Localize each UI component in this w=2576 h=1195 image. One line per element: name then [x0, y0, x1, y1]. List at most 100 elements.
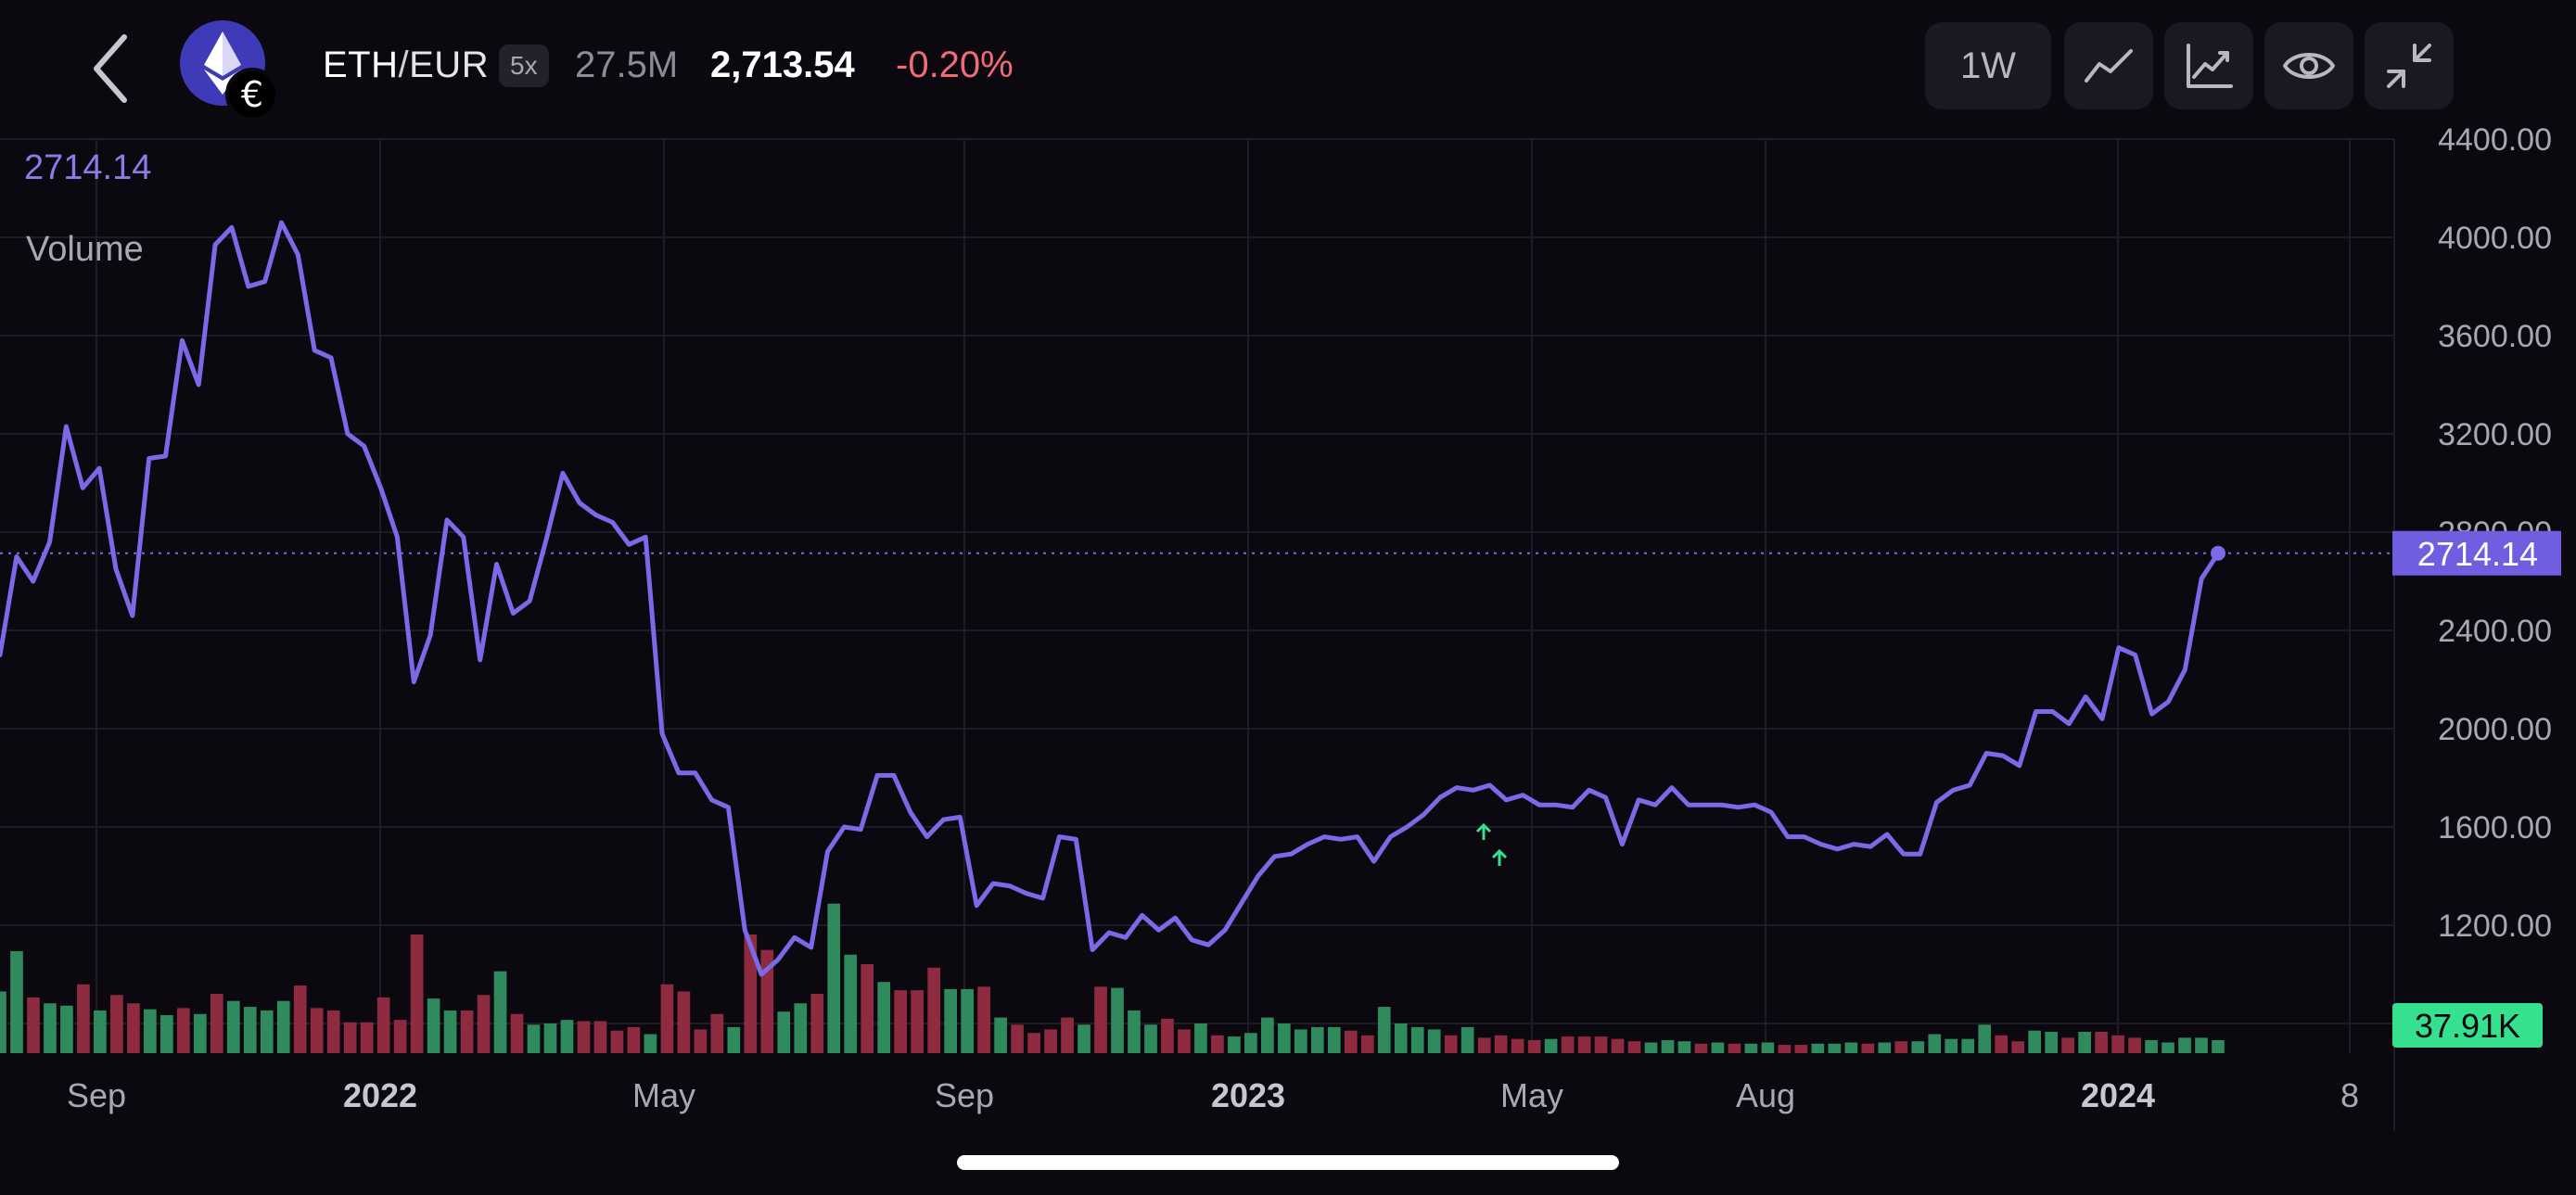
volume-bar	[144, 1009, 157, 1053]
volume-bar	[1394, 1023, 1408, 1053]
pair-quote: EUR	[409, 44, 490, 85]
volume-bar	[1061, 1017, 1074, 1053]
volume-bar	[0, 991, 6, 1053]
volume-bar	[1644, 1042, 1658, 1053]
volume-bar	[2011, 1041, 2025, 1053]
volume-bar	[2212, 1039, 2225, 1053]
volume-bars	[0, 903, 2225, 1053]
volume-bar	[460, 1010, 474, 1053]
volume-bar	[694, 1029, 708, 1053]
volume-bar	[226, 1000, 240, 1053]
volume-bar	[1011, 1024, 1024, 1053]
current-volume-label: 37.91K	[2415, 1007, 2520, 1045]
y-tick-label: 2000.00	[2438, 712, 2552, 747]
volume-bar	[493, 971, 507, 1053]
collapse-button[interactable]	[2365, 22, 2454, 109]
volume-bar	[944, 988, 957, 1053]
x-tick-label: May	[632, 1076, 695, 1114]
volume-bar	[326, 1010, 340, 1053]
volume-label: Volume	[26, 230, 144, 269]
volume-bar	[1178, 1029, 1191, 1053]
x-tick-label: Aug	[1736, 1076, 1795, 1114]
visibility-button[interactable]	[2264, 22, 2353, 109]
x-tick-label: 2022	[343, 1076, 417, 1114]
volume-bar	[527, 1024, 541, 1053]
volume-bar	[1377, 1007, 1391, 1053]
volume-bar	[443, 1010, 457, 1053]
y-tick-label: 2400.00	[2438, 614, 2552, 649]
volume-bar	[376, 997, 390, 1053]
volume-bar	[510, 1013, 524, 1053]
price-change: -0.20%	[896, 44, 1014, 85]
current-price-badge	[2392, 530, 2561, 576]
euro-icon: €	[225, 68, 279, 121]
volume-bar	[477, 995, 491, 1053]
y-tick-label: 3600.00	[2438, 319, 2552, 354]
home-indicator[interactable]	[957, 1155, 1619, 1170]
indicators-button[interactable]	[2164, 22, 2253, 109]
volume-bar	[877, 982, 891, 1053]
volume-bar	[1278, 1023, 1291, 1053]
svg-text:€: €	[241, 74, 263, 115]
volume-bar	[961, 988, 974, 1053]
buy-marker	[1491, 848, 1508, 866]
volume-bar	[427, 998, 440, 1053]
grid	[0, 138, 2394, 1053]
y-tick-label: 4000.00	[2438, 221, 2552, 256]
volume-bar	[1577, 1036, 1591, 1053]
volume-bar	[27, 997, 40, 1053]
volume-bar	[1427, 1029, 1441, 1053]
volume-bar	[1477, 1037, 1491, 1053]
volume-bar	[1894, 1041, 1908, 1053]
volume-bar	[1778, 1045, 1792, 1053]
y-tick-label: 3200.00	[2438, 417, 2552, 452]
volume-bar	[1711, 1042, 1725, 1053]
volume-bar	[2045, 1031, 2058, 1053]
volume-bar	[1911, 1041, 1925, 1053]
volume-bar	[1561, 1036, 1575, 1053]
volume-bar	[1744, 1043, 1758, 1053]
volume-bar	[610, 1030, 624, 1053]
last-price: 2,713.54	[710, 44, 855, 85]
volume-bar	[1811, 1043, 1825, 1053]
volume-bar	[1027, 1033, 1040, 1053]
volume-bar	[1444, 1035, 1458, 1053]
volume-bar	[1310, 1026, 1324, 1053]
volume-bar	[1978, 1024, 1992, 1053]
volume-bar	[2162, 1042, 2174, 1053]
volume-bar	[2028, 1030, 2041, 1053]
volume-bar	[243, 1007, 257, 1053]
volume-bar	[127, 1003, 140, 1053]
volume-bar	[1144, 1024, 1157, 1053]
current-price-dot	[2211, 545, 2225, 561]
volume-bar	[293, 985, 307, 1053]
volume-bar	[894, 990, 908, 1053]
volume-bar	[2128, 1037, 2141, 1053]
volume-bar	[110, 995, 123, 1053]
volume-bar	[410, 934, 424, 1053]
volume-bar	[2145, 1039, 2158, 1053]
volume-bar	[744, 934, 758, 1053]
interval-button[interactable]: 1W	[1925, 22, 2051, 109]
volume-bar	[810, 994, 824, 1053]
volume-bar	[760, 949, 774, 1053]
pair-base: ETH	[323, 44, 399, 85]
volume-bar	[360, 1022, 374, 1053]
chart-type-button[interactable]	[2064, 22, 2153, 109]
indicator-chart-icon	[2187, 44, 2233, 88]
volume-bar	[777, 1011, 791, 1053]
back-button[interactable]	[83, 32, 139, 106]
volume-bar	[1228, 1036, 1241, 1053]
x-tick-label: Sep	[67, 1076, 126, 1114]
volume-bar	[260, 1010, 274, 1053]
volume-bar	[1261, 1017, 1274, 1053]
volume-bar	[1511, 1038, 1524, 1053]
volume-bar	[2061, 1037, 2074, 1053]
volume-bar	[560, 1020, 574, 1053]
interval-label: 1W	[1960, 44, 2016, 86]
x-tick-label: 2024	[2081, 1076, 2155, 1114]
volume-bar	[393, 1020, 407, 1053]
volume-bar	[210, 994, 223, 1053]
